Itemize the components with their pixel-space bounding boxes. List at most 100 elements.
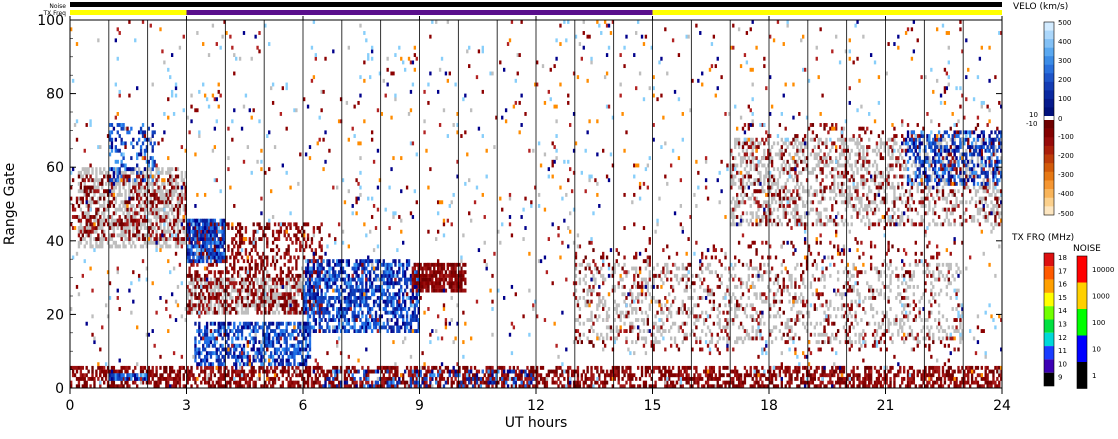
- data-cell: [203, 218, 207, 223]
- data-cell: [203, 244, 207, 249]
- data-cell: [951, 369, 954, 374]
- data-cell: [642, 384, 646, 389]
- data-cell: [372, 277, 376, 282]
- data-cell: [205, 240, 209, 245]
- data-cell: [101, 369, 104, 374]
- data-cell: [120, 170, 123, 175]
- data-cell: [301, 373, 304, 378]
- data-cell: [957, 384, 960, 389]
- data-cell: [147, 163, 151, 168]
- data-cell: [213, 303, 217, 308]
- data-cell: [141, 369, 145, 374]
- data-cell: [151, 229, 154, 234]
- data-cell: [897, 369, 900, 374]
- data-cell: [260, 259, 263, 264]
- data-cell: [122, 126, 125, 131]
- data-cell: [345, 303, 349, 308]
- data-cell: [132, 215, 135, 219]
- data-cell: [229, 329, 232, 333]
- data-cell: [623, 373, 626, 378]
- data-cell: [211, 369, 215, 374]
- data-cell: [386, 318, 389, 322]
- data-cell: [650, 384, 653, 389]
- data-cell: [180, 178, 184, 183]
- data-cell: [198, 277, 201, 282]
- data-cell: [266, 222, 269, 227]
- data-cell: [403, 277, 407, 282]
- data-cell: [951, 376, 954, 381]
- data-cell: [106, 178, 110, 183]
- data-cell: [242, 284, 246, 289]
- data-cell: [209, 288, 213, 293]
- data-cell: [378, 296, 382, 300]
- data-cell: [332, 303, 335, 308]
- data-cell: [557, 365, 560, 370]
- data-cell: [378, 321, 382, 326]
- data-cell: [213, 255, 217, 260]
- data-cell: [873, 380, 877, 385]
- data-cell: [217, 376, 220, 381]
- data-cell: [986, 380, 989, 385]
- data-cell: [277, 340, 281, 345]
- data-cell: [254, 380, 257, 385]
- data-cell: [147, 373, 151, 378]
- data-cell: [132, 181, 135, 186]
- data-cell: [794, 376, 797, 381]
- data-cell: [840, 365, 844, 370]
- data-cell: [235, 251, 238, 256]
- data-cell: [240, 329, 244, 333]
- data-cell: [196, 365, 199, 370]
- data-cell: [970, 376, 974, 381]
- data-cell: [889, 369, 892, 374]
- data-cell: [458, 369, 461, 374]
- data-cell: [860, 380, 863, 385]
- data-cell: [572, 373, 576, 378]
- data-cell: [285, 281, 288, 286]
- data-cell: [132, 196, 135, 201]
- data-cell: [269, 303, 273, 308]
- data-cell: [236, 292, 240, 297]
- data-cell: [629, 373, 632, 378]
- data-cell: [205, 266, 209, 271]
- data-cell: [207, 343, 211, 348]
- data-cell: [743, 376, 747, 381]
- data-cell: [545, 380, 549, 385]
- data-cell: [275, 347, 279, 352]
- data-cell: [258, 296, 261, 300]
- data-cell: [365, 329, 368, 333]
- data-cell: [217, 240, 220, 245]
- data-cell: [200, 218, 203, 223]
- data-cell: [668, 373, 671, 378]
- data-cell: [190, 277, 193, 282]
- data-cell: [941, 373, 945, 378]
- data-cell: [190, 281, 193, 286]
- data-cell: [798, 369, 801, 374]
- data-cell: [693, 365, 696, 370]
- data-cell: [289, 384, 292, 389]
- data-cell: [370, 307, 374, 311]
- data-cell: [103, 237, 106, 241]
- data-cell: [992, 376, 995, 381]
- data-cell: [264, 380, 267, 385]
- data-cell: [569, 384, 572, 389]
- data-cell: [128, 218, 131, 223]
- data-cell: [316, 369, 319, 374]
- data-cell: [287, 266, 290, 271]
- data-cell: [244, 266, 248, 271]
- data-cell: [691, 384, 694, 389]
- data-cell: [285, 292, 288, 297]
- data-cell: [947, 365, 950, 370]
- data-cell: [233, 281, 236, 286]
- data-cell: [165, 376, 168, 381]
- data-cell: [419, 262, 422, 267]
- data-cell: [211, 262, 215, 267]
- data-cell: [400, 325, 403, 330]
- data-cell: [283, 351, 286, 356]
- data-cell: [702, 369, 706, 374]
- data-cell: [559, 365, 562, 370]
- data-cell: [198, 229, 201, 234]
- data-cell: [390, 325, 393, 330]
- data-cell: [182, 218, 185, 223]
- data-cell: [679, 369, 683, 374]
- data-cell: [866, 373, 869, 378]
